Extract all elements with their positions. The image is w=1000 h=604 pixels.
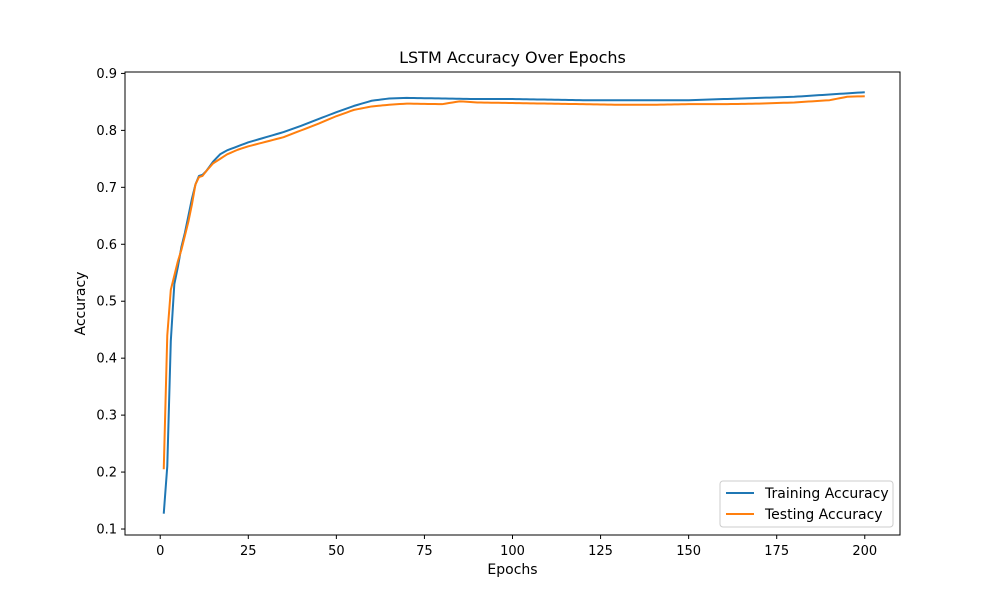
x-axis-label: Epochs bbox=[487, 562, 537, 578]
y-axis-label: Accuracy bbox=[73, 272, 89, 336]
x-tick-label: 100 bbox=[500, 544, 525, 559]
y-tick-label: 0.9 bbox=[96, 67, 117, 82]
plot-frame bbox=[124, 71, 901, 536]
legend-box bbox=[719, 480, 894, 528]
axes-layer: 0 25 50 75 100 125 150 175 200 0.1 0.2 0.3 0.4 0.5 0.6… bbox=[96, 67, 877, 559]
testing-accuracy-line bbox=[162, 95, 865, 470]
x-tick-label: 0 bbox=[156, 544, 164, 559]
legend-label-training: Training Accuracy bbox=[764, 486, 889, 502]
legend: Training Accuracy Testing Accuracy bbox=[719, 480, 894, 528]
training-accuracy-line bbox=[162, 91, 865, 514]
legend-label-testing: Testing Accuracy bbox=[764, 507, 883, 523]
y-tick-label: 0.1 bbox=[96, 523, 117, 538]
x-tick-label: 175 bbox=[764, 544, 789, 559]
y-tick-label: 0.7 bbox=[96, 181, 117, 196]
x-tick-label: 50 bbox=[328, 544, 345, 559]
y-tick-label: 0.2 bbox=[96, 466, 117, 481]
y-tick-label: 0.3 bbox=[96, 409, 117, 424]
x-tick-label: 75 bbox=[416, 544, 433, 559]
y-tick-label: 0.5 bbox=[96, 295, 117, 310]
chart-title: LSTM Accuracy Over Epochs bbox=[399, 48, 626, 67]
series-layer bbox=[162, 91, 865, 514]
x-tick-label: 125 bbox=[588, 544, 613, 559]
y-tick-label: 0.6 bbox=[96, 238, 117, 253]
x-tick-label: 150 bbox=[676, 544, 701, 559]
y-tick-label: 0.8 bbox=[96, 124, 117, 139]
x-tick-label: 25 bbox=[240, 544, 257, 559]
x-tick-label: 200 bbox=[852, 544, 877, 559]
y-tick-label: 0.4 bbox=[96, 352, 117, 367]
